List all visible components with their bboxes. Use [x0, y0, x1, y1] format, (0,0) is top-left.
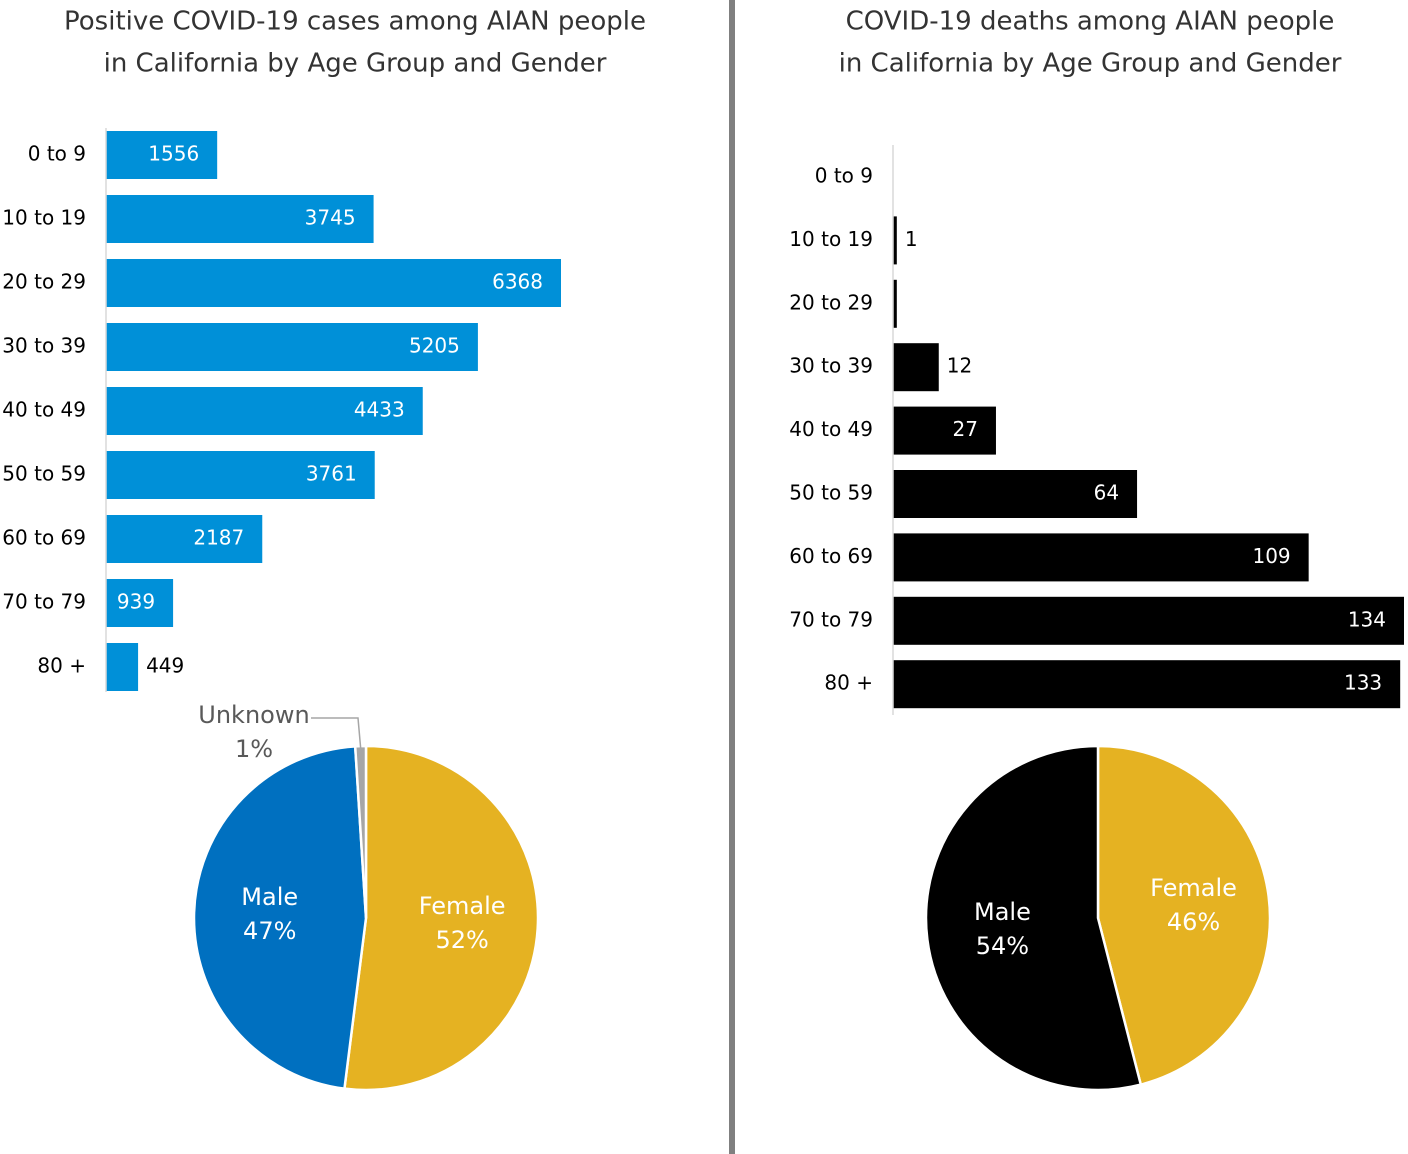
divider — [729, 0, 735, 1154]
y-tick-label: 0 to 9 — [815, 164, 873, 188]
pie-label: Male — [241, 883, 298, 911]
pie-slice — [343, 744, 540, 1092]
y-tick-label: 40 to 49 — [789, 417, 873, 441]
bar — [893, 596, 1404, 645]
y-tick-label: 10 to 19 — [2, 206, 86, 230]
y-tick-label: 10 to 19 — [789, 227, 873, 251]
pie-value-label: 54% — [976, 932, 1029, 960]
y-tick-label: 40 to 49 — [2, 398, 86, 422]
chart-title: in California by Age Group and Gender — [104, 49, 607, 79]
y-tick-label: 0 to 9 — [28, 142, 86, 166]
chart-title: Positive COVID-19 cases among AIAN peopl… — [64, 7, 646, 37]
leader-line — [311, 717, 362, 749]
data-label: 449 — [146, 654, 184, 678]
data-label: 2187 — [193, 526, 244, 550]
pie-slice — [1096, 744, 1272, 1087]
data-label: 1 — [905, 227, 918, 251]
data-label: 3761 — [306, 462, 357, 486]
bar — [106, 259, 561, 307]
bar — [106, 323, 478, 371]
pie-value-label: 46% — [1167, 908, 1220, 936]
bar — [893, 343, 939, 392]
data-label: 133 — [1344, 671, 1382, 695]
bar — [106, 643, 139, 691]
y-tick-label: 60 to 69 — [2, 526, 86, 550]
y-tick-label: 70 to 79 — [789, 607, 873, 631]
y-tick-label: 50 to 59 — [2, 462, 86, 486]
bar — [893, 470, 1138, 518]
chart-title: COVID-19 deaths among AIAN people — [846, 7, 1335, 37]
data-label: 939 — [117, 590, 155, 614]
y-tick-label: 50 to 59 — [789, 481, 873, 505]
y-tick-label: 30 to 39 — [2, 334, 86, 358]
pie-value-label: 47% — [243, 917, 296, 945]
bar — [106, 131, 218, 179]
y-tick-label: 30 to 39 — [789, 354, 873, 378]
bar — [893, 533, 1309, 582]
data-label: 64 — [1094, 481, 1119, 505]
chart-title: in California by Age Group and Gender — [839, 49, 1342, 79]
data-label: 134 — [1348, 607, 1386, 631]
data-label: 4433 — [354, 398, 405, 422]
data-label: 6368 — [492, 270, 543, 294]
data-label: 5205 — [409, 334, 460, 358]
pie-label: Male — [974, 898, 1031, 926]
bar — [893, 660, 1401, 709]
pie-label: Female — [1150, 874, 1237, 902]
data-label: 27 — [953, 417, 978, 441]
pie-slice — [924, 744, 1143, 1092]
y-tick-label: 80 + — [37, 654, 86, 678]
bar — [893, 279, 897, 328]
y-tick-label: 20 to 29 — [2, 270, 86, 294]
bar — [106, 195, 374, 243]
pie-value-label: 1% — [235, 735, 273, 763]
y-tick-label: 20 to 29 — [789, 290, 873, 314]
data-label: 109 — [1252, 544, 1290, 568]
bar — [106, 387, 423, 435]
bar — [106, 515, 263, 563]
pie-slice — [192, 745, 368, 1091]
bar — [106, 451, 375, 499]
y-tick-label: 70 to 79 — [2, 590, 86, 614]
pie-label: Unknown — [198, 701, 309, 729]
data-label: 1556 — [148, 142, 199, 166]
pie-value-label: 52% — [435, 926, 488, 954]
bar — [893, 406, 996, 455]
y-tick-label: 60 to 69 — [789, 544, 873, 568]
data-label: 12 — [947, 354, 972, 378]
pie-label: Female — [419, 892, 506, 920]
bar — [106, 579, 174, 627]
bar — [893, 216, 897, 265]
y-tick-label: 80 + — [824, 671, 873, 695]
data-label: 3745 — [305, 206, 356, 230]
